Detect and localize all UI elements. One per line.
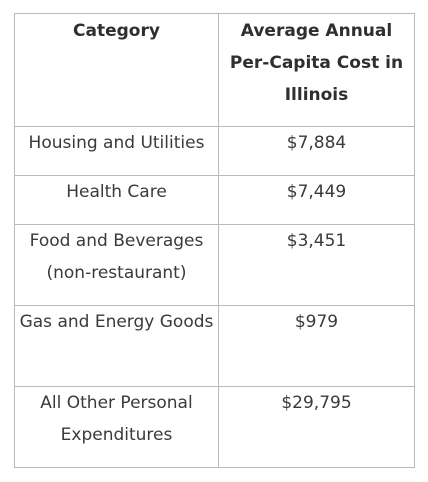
table-row: Health Care $7,449: [14, 175, 415, 225]
table-row: All Other Personal Expenditures $29,795: [14, 386, 415, 468]
category-cell: Health Care: [14, 175, 219, 225]
table-row: Housing and Utilities $7,884: [14, 126, 415, 176]
table-row: Gas and Energy Goods $979: [14, 305, 415, 387]
cost-cell: $979: [218, 305, 415, 387]
cost-table: Category Average Annual Per-Capita Cost …: [14, 13, 415, 468]
category-cell: Gas and Energy Goods: [14, 305, 219, 387]
cost-cell: $29,795: [218, 386, 415, 468]
header-average-cost: Average Annual Per-Capita Cost in Illino…: [218, 13, 415, 127]
header-category: Category: [14, 13, 219, 127]
category-cell: Food and Beverages (non-restaurant): [14, 224, 219, 306]
cost-cell: $7,884: [218, 126, 415, 176]
category-cell: Housing and Utilities: [14, 126, 219, 176]
category-cell: All Other Personal Expenditures: [14, 386, 219, 468]
table-row: Food and Beverages (non-restaurant) $3,4…: [14, 224, 415, 306]
cost-cell: $3,451: [218, 224, 415, 306]
header-row: Category Average Annual Per-Capita Cost …: [14, 13, 415, 127]
cost-cell: $7,449: [218, 175, 415, 225]
